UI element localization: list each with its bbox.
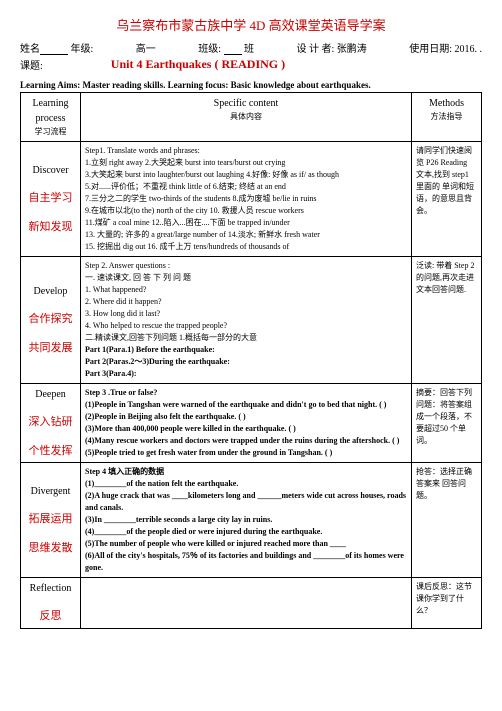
stage-en: Discover xyxy=(25,163,76,178)
grade-value: 高一 xyxy=(136,40,156,55)
table-row: Develop 合作探究 共同发展 Step 2. Answer questio… xyxy=(21,257,482,384)
line: 二.精读课文,回答下列问题 1.概括每一部分的大意 xyxy=(85,332,407,344)
stage-en: Deepen xyxy=(25,387,76,402)
header-row-1: 姓名 年级: 高一 班级: 班 设 计 者: 张鹏涛 使用日期: 2016. . xyxy=(20,40,482,55)
methods-cell: 请同学们快速阅 览 P26 Reading 文本,找到 step1 里面的 单词… xyxy=(412,142,482,257)
unit-title: Unit 4 Earthquakes ( READING ) xyxy=(111,57,285,72)
line: (3)More than 400,000 people were killed … xyxy=(85,423,407,435)
line: (2)People in Beijing also felt the earth… xyxy=(85,411,407,423)
content-cell xyxy=(81,578,412,629)
methods-cell: 抢答：选择正确答案来 回答问题。 xyxy=(412,463,482,578)
unit-label: 课题: xyxy=(20,57,43,72)
methods-cell: 泛读: 带着 Step 2 的问题,再次走进文本回答问题. xyxy=(412,257,482,384)
line: (5)People tried to get fresh water from … xyxy=(85,447,407,459)
table-row: Divergent 拓展运用 思维发散 Step 4 填入正确的数据 (1)__… xyxy=(21,463,482,578)
hdr-right-en: Methods xyxy=(416,96,477,111)
stage-en: Reflection xyxy=(25,581,76,596)
line: (2)A huge crack that was ____kilometers … xyxy=(85,490,407,514)
content-cell: Step 4 填入正确的数据 (1)________of the nation … xyxy=(81,463,412,578)
stage-zh2: 新知发现 xyxy=(25,219,76,236)
line: 11.煤矿 a coal mine 12..陷入...困在....下面 be t… xyxy=(85,217,407,229)
line: (1)People in Tangshan were warned of the… xyxy=(85,399,407,411)
content-cell: Step 2. Answer questions : 一. 速读课文, 回 答 … xyxy=(81,257,412,384)
stage-zh1: 自主学习 xyxy=(25,190,76,207)
line: (3)In ________terrible seconds a large c… xyxy=(85,514,407,526)
table-row: Deepen 深入钻研 个性发挥 Step 3 .True or false? … xyxy=(21,384,482,463)
line: 3.大笑起来 burst into laughter/burst out lau… xyxy=(85,169,407,181)
stage-en: Develop xyxy=(25,284,76,299)
doc-title: 乌兰察布市蒙古族中学 4D 高效课堂英语导学案 xyxy=(20,15,482,34)
line: 4. Who helped to rescue the trapped peop… xyxy=(85,320,407,332)
learning-aims: Learning Aims: Master reading skills. Le… xyxy=(20,80,482,90)
line: (5)The number of people who were killed … xyxy=(85,538,407,550)
date-label: 使用日期: xyxy=(409,44,452,55)
line: 5.对......评价低；不重视 think little of 6.结束; 终… xyxy=(85,181,407,193)
hdr-right-zh: 方法指导 xyxy=(416,111,477,123)
line: 2. Where did it happen? xyxy=(85,296,407,308)
stage-zh1: 深入钻研 xyxy=(25,414,76,431)
stage-zh1: 拓展运用 xyxy=(25,511,76,528)
line: 13. 大量的; 许多的 a great/large number of 14.… xyxy=(85,229,407,241)
line: 1. What happened? xyxy=(85,284,407,296)
content-cell: Step1. Translate words and phrases: 1.立刻… xyxy=(81,142,412,257)
stage-zh2: 个性发挥 xyxy=(25,443,76,460)
line: Part 3(Para.4): xyxy=(85,368,407,380)
name-label: 姓名 xyxy=(20,44,40,55)
line: (4)________of the people died or were in… xyxy=(85,526,407,538)
hdr-left-en: Learning process xyxy=(25,96,76,126)
line: 9.在城市以北(to the) north of the city 10. 救援… xyxy=(85,205,407,217)
stage-zh2: 共同发展 xyxy=(25,340,76,357)
table-row: Discover 自主学习 新知发现 Step1. Translate word… xyxy=(21,142,482,257)
line: (1)________of the nation felt the earthq… xyxy=(85,478,407,490)
table-header-row: Learning process 学习流程 Specific content 具… xyxy=(21,93,482,142)
line: Step 2. Answer questions : xyxy=(85,260,407,272)
hdr-mid-en: Specific content xyxy=(85,96,407,111)
stage-zh2: 思维发散 xyxy=(25,540,76,557)
hdr-left-zh: 学习流程 xyxy=(25,126,76,138)
line: Step 4 填入正确的数据 xyxy=(85,466,407,478)
line: 3. How long did it last? xyxy=(85,308,407,320)
line: Part 2(Paras.2～3)During the earthquake: xyxy=(85,356,407,368)
line: (6)All of the city's hospitals, 75％ of i… xyxy=(85,550,407,574)
stage-zh1: 合作探究 xyxy=(25,311,76,328)
line: (4)Many rescue workers and doctors were … xyxy=(85,435,407,447)
line: 7.三分之二的学生 two-thirds of the students 8.成… xyxy=(85,193,407,205)
main-table: Learning process 学习流程 Specific content 具… xyxy=(20,92,482,629)
grade-label: 年级: xyxy=(71,44,94,55)
line: Step1. Translate words and phrases: xyxy=(85,145,407,157)
designer-label: 设 计 者: xyxy=(296,44,334,55)
hdr-mid-zh: 具体内容 xyxy=(85,111,407,123)
content-cell: Step 3 .True or false? (1)People in Tang… xyxy=(81,384,412,463)
line: Step 3 .True or false? xyxy=(85,387,407,399)
line: 1.立刻 right away 2.大哭起来 burst into tears/… xyxy=(85,157,407,169)
line: Part 1(Para.1) Before the earthquake: xyxy=(85,344,407,356)
line: 一. 速读课文, 回 答 下 列 问 题 xyxy=(85,272,407,284)
stage-en: Divergent xyxy=(25,484,76,499)
unit-row: 课题: Unit 4 Earthquakes ( READING ) xyxy=(20,57,482,72)
methods-cell: 课后反思：这节课你学到了什么？ xyxy=(412,578,482,629)
line: 15. 挖掘出 dig out 16. 成千上万 tens/hundreds o… xyxy=(85,241,407,253)
class-label: 班级: xyxy=(198,44,221,55)
table-row: Reflection 反思 课后反思：这节课你学到了什么？ xyxy=(21,578,482,629)
stage-zh1: 反思 xyxy=(25,608,76,625)
class-value: 班 xyxy=(244,44,254,55)
methods-cell: 摘要：回答下列问题：将答案组成一个段落，不要超过50 个单词。 xyxy=(412,384,482,463)
designer-value: 张鹏涛 xyxy=(337,44,367,55)
date-value: 2016. . xyxy=(455,44,483,55)
